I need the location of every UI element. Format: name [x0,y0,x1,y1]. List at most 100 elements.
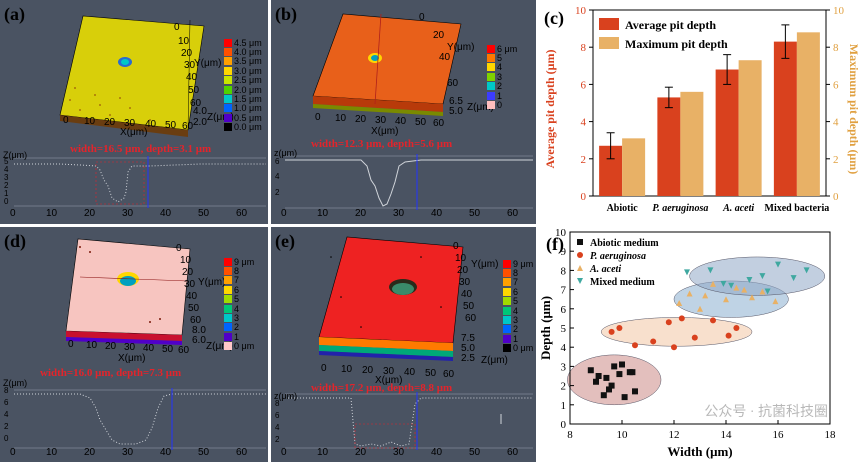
profile-z-label: Z(μm) [3,150,28,160]
z-tick: 2.0 [193,117,207,128]
profile-x-tick: 20 [355,208,367,219]
y2-tick-label: 2 [833,154,839,166]
profile-x-tick: 10 [46,447,58,458]
y-tick: 60 [190,315,202,326]
x-tick: 50 [162,344,174,355]
legend-swatch [503,334,511,343]
y-axis-label: Y(μm) [194,58,222,69]
x-tick: 10 [86,340,98,351]
legend-entry: 4 [224,304,254,314]
y-tick-label: 3 [561,361,567,373]
data-point-p-aeruginosa [632,342,638,349]
legend-label: 0 [497,100,503,111]
profile-x-tick: 30 [122,208,134,219]
panel-label-b: (b) [275,4,297,24]
profile-y-tick: 5 [4,157,9,166]
legend-entry: 4 [503,306,533,316]
cluster-ellipse [567,354,662,406]
legend-label: 4 [497,62,503,73]
y-tick-label: 5 [561,323,567,335]
x-tick: 40 [395,116,407,127]
x-tick-label: 8 [567,429,573,441]
x-tick: 20 [362,365,374,376]
y-tick-label: 10 [555,228,567,239]
z-tick: 7.5 [461,333,475,344]
y-tick-label: 7 [561,285,567,297]
legend-entry: 3 [503,315,533,325]
color-legend-a: 4.5 μm 4.0 μm 3.5 μm 3.0 μm 2.5 μm 2.0 μm 1.5 … [224,38,262,132]
x-axis-label: X(μm) [375,375,403,386]
legend-label: 4.0 μm [234,47,262,58]
y-tick: 10 [178,36,190,47]
x-tick: 40 [143,343,155,354]
data-point-mixed [803,267,810,274]
data-point-abiotic [595,373,602,379]
pit-annotation: width=17.2 μm, depth=8.8 μm [311,382,453,394]
profile-y-tick: 6 [275,157,280,166]
legend-entry: 2.0 μm [224,85,262,95]
legend-marker [577,278,583,284]
legend-entry: 4.5 μm [224,38,262,48]
legend-label: A. aceti [589,264,621,275]
bar-average-depth [715,69,739,196]
data-point-mixed [759,273,766,280]
legend-entry: 9 μm [503,259,533,269]
legend-swatch [487,101,495,110]
legend-label: 5 [234,294,240,305]
y-tick: 0 [174,22,180,33]
y2-tick-label: 4 [833,117,839,129]
data-point-mixed [775,261,781,268]
x-tick: 40 [145,119,157,130]
legend-swatch [224,38,232,47]
legend-swatch [599,37,619,49]
y-tick: 60 [465,313,477,324]
legend-label: 9 μm [234,256,255,267]
profile-x-tick: 40 [431,208,443,219]
legend-label: 3 [234,313,240,324]
pit-annotation: width=16.5 μm, depth=3.1 μm [70,143,212,155]
data-point-abiotic [608,382,615,389]
panel-label-a: (a) [4,4,25,24]
pit-annotation: width=12.3 μm, depth=5.6 μm [311,138,453,150]
legend-entry: 7 [224,275,254,285]
profile-z-label: z(μm) [274,148,298,158]
legend-label: Mixed medium [590,277,655,288]
legend-entry: 6 μm [487,43,518,54]
legend-swatch [503,344,511,353]
depth-profile-b [285,154,533,210]
legend-entry: 2 [224,322,254,332]
legend-swatch [487,44,495,53]
data-point-a-aceti [686,290,693,297]
legend-label: 6 [513,286,519,297]
legend-label: 6 μm [497,43,518,54]
data-point-mixed [684,269,690,276]
data-point-p-aeruginosa [725,332,732,339]
y-tick: 60 [190,98,202,109]
legend-swatch [224,85,232,94]
legend-label: 8 [234,266,240,277]
legend-swatch [599,18,619,30]
legend-label: Maximum pit depth [625,37,728,51]
bar-average-depth [657,97,681,196]
y-axis-label: Average pit depth (μm) [543,50,557,169]
data-point-abiotic [600,392,607,399]
y-tick: 30 [184,279,196,290]
profile-x-tick: 0 [10,447,16,458]
y-tick: 40 [439,52,451,63]
z-axis-label: Z(μm) [467,102,494,113]
x-tick: 10 [341,364,353,375]
profile-x-tick: 0 [10,208,16,219]
legend-entry: 2 [487,81,517,91]
profile-y-tick: 2 [4,422,9,431]
profile-x-tick: 50 [198,447,210,458]
legend-swatch [503,316,511,325]
profile-y-tick: 2 [275,188,280,197]
data-point-p-aeruginosa [678,315,685,322]
profile-x-tick: 60 [236,208,248,219]
x-tick: 20 [104,117,116,128]
legend-label: Abiotic medium [590,238,659,249]
data-point-mixed [764,288,771,295]
profile-x-tick: 50 [469,447,481,458]
y-tick: 0 [419,12,425,23]
